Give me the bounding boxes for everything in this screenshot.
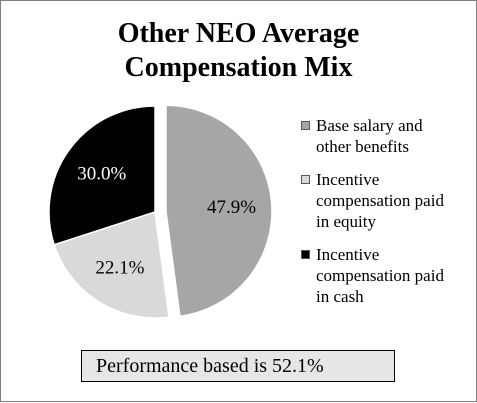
- chart-title-line-2: Compensation Mix: [124, 52, 353, 83]
- legend-item-base-salary: Base salary and other benefits: [301, 115, 471, 157]
- legend-label-equity-line-2: compensation paid: [316, 191, 444, 210]
- legend-label-cash-line-2: compensation paid: [316, 266, 444, 285]
- legend-item-equity: Incentive compensation paid in equity: [301, 169, 471, 232]
- legend-label-equity-line-3: in equity: [316, 212, 376, 231]
- pie-label-equity: 22.1%: [95, 258, 144, 279]
- legend-label-base-salary-line-2: other benefits: [316, 137, 409, 156]
- chart-legend: Base salary and other benefits Incentive…: [301, 115, 471, 319]
- pie-slice-cash: [48, 105, 156, 246]
- chart-title: Other NEO Average Compensation Mix: [61, 17, 416, 85]
- legend-label-base-salary-line-1: Base salary and: [316, 116, 423, 135]
- pie-slice-equity: [53, 211, 170, 319]
- legend-label-cash-line-1: Incentive: [316, 245, 380, 264]
- legend-swatch-cash: [301, 250, 310, 259]
- legend-swatch-equity: [301, 175, 310, 184]
- legend-label-cash-line-3: in cash: [316, 287, 364, 306]
- legend-label-equity-line-1: Incentive: [316, 170, 380, 189]
- pie-slice-base-salary: [165, 104, 273, 318]
- performance-note: Performance based is 52.1%: [81, 350, 395, 382]
- legend-swatch-base-salary: [301, 121, 310, 130]
- chart-title-line-1: Other NEO Average: [117, 18, 360, 49]
- legend-item-cash: Incentive compensation paid in cash: [301, 244, 471, 307]
- pie-label-base-salary: 47.9%: [207, 197, 256, 218]
- pie-label-cash: 30.0%: [77, 163, 126, 184]
